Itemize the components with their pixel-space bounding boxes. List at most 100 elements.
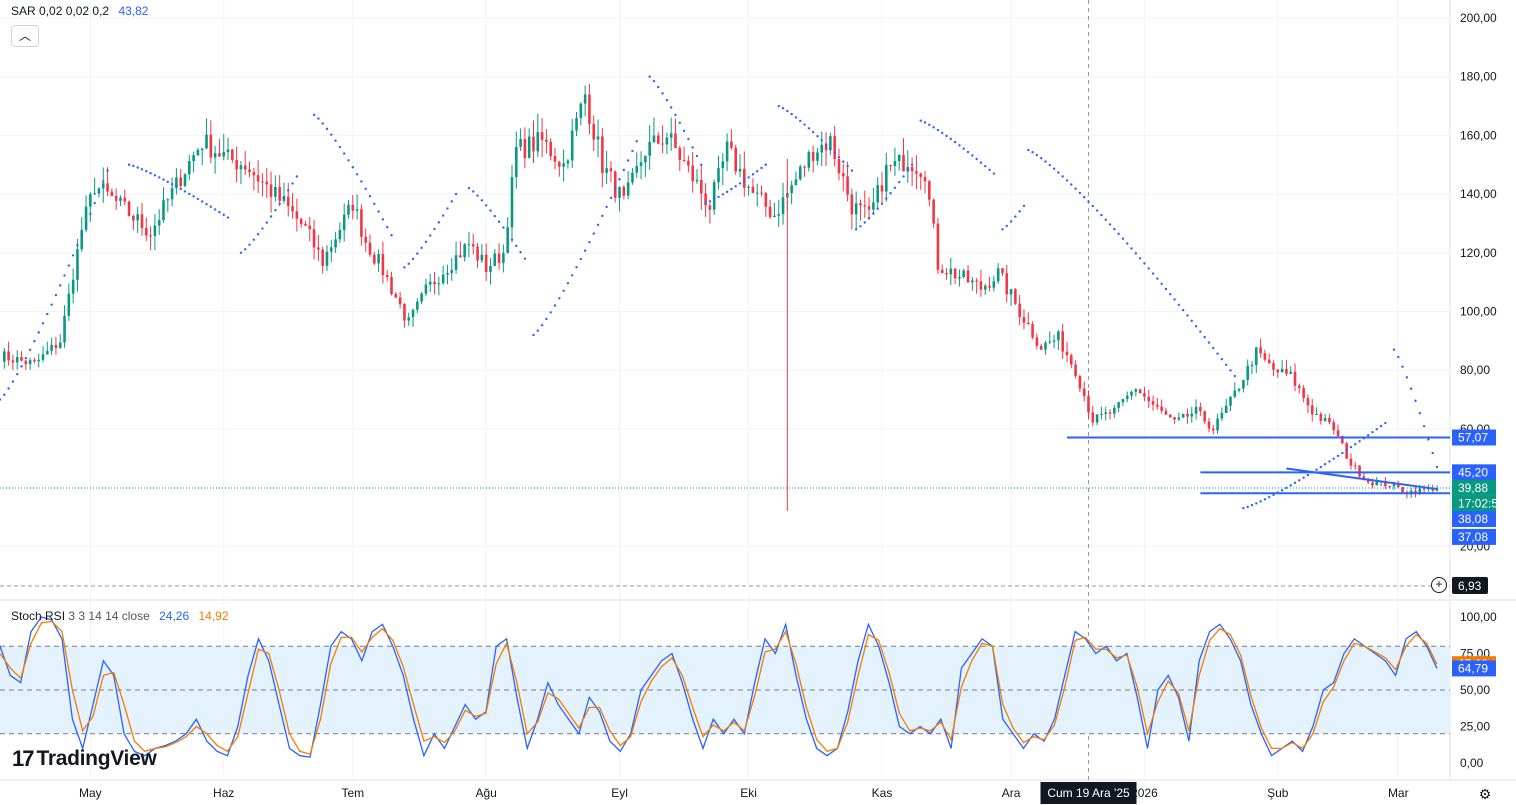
- candle-body: [1177, 417, 1181, 420]
- candle-body: [114, 195, 118, 201]
- sar-dot: [1435, 465, 1439, 469]
- candle-body: [428, 281, 432, 285]
- sar-dot: [1048, 163, 1051, 167]
- candle-body: [1082, 388, 1086, 397]
- sar-dot: [992, 172, 996, 175]
- candle-body: [669, 133, 673, 138]
- candle-body: [192, 155, 195, 162]
- sar-dot: [67, 264, 71, 267]
- candle-body: [579, 103, 583, 119]
- chevron-up-icon[interactable]: ︿: [11, 25, 39, 47]
- sar-dot: [1371, 431, 1374, 434]
- candle-body: [1246, 365, 1249, 381]
- candle-body: [940, 269, 944, 274]
- price-badge-label: 37,08: [1458, 530, 1488, 544]
- candle-body: [256, 175, 260, 182]
- candle-body: [80, 229, 84, 250]
- candle-body: [725, 141, 729, 162]
- candle-body: [1203, 411, 1206, 422]
- sar-dot: [622, 168, 626, 172]
- sar-dot: [1293, 481, 1297, 485]
- candle-body: [1151, 401, 1155, 405]
- candle-body: [317, 247, 320, 250]
- candle-body: [3, 351, 6, 362]
- candle-body: [820, 144, 824, 153]
- candle-body: [540, 132, 544, 140]
- candle-body: [897, 154, 901, 162]
- candle-body: [209, 134, 213, 158]
- sar-dot: [1138, 257, 1142, 260]
- price-badge: [1452, 495, 1496, 512]
- sar-dot: [218, 210, 221, 214]
- candle-body: [1147, 396, 1151, 402]
- candle-body: [708, 205, 712, 210]
- sar-legend-name: SAR: [11, 4, 36, 18]
- sar-dot: [932, 126, 935, 129]
- sar-dot: [506, 232, 509, 235]
- sar-dot: [1323, 463, 1327, 466]
- candle-body: [149, 235, 152, 237]
- candle-body: [1336, 430, 1340, 437]
- price-tick-label: 160,00: [1460, 128, 1497, 142]
- candle-body: [1078, 376, 1082, 389]
- sar-dot: [790, 112, 793, 116]
- sar-dot: [386, 226, 389, 229]
- candle-body: [829, 136, 832, 151]
- sar-dot: [287, 189, 290, 192]
- candle-body: [54, 344, 58, 348]
- sar-dot: [1272, 493, 1275, 497]
- candle-body: [196, 149, 200, 156]
- sar-dot: [209, 205, 213, 208]
- sar-dot: [188, 192, 191, 196]
- sar-dot: [893, 186, 897, 189]
- sar-dot: [691, 146, 694, 149]
- sar-dot: [764, 163, 768, 166]
- sar-dot: [424, 240, 428, 244]
- stoch-series-pct-k: [0, 616, 1438, 758]
- sar-dot: [1190, 319, 1193, 323]
- candle-body: [119, 197, 122, 201]
- candle-body: [312, 229, 316, 248]
- candle-body: [1095, 414, 1099, 423]
- tradingview-logo[interactable]: 17 TradingView: [12, 746, 157, 772]
- candle-body: [351, 204, 355, 211]
- sar-dot: [979, 161, 983, 164]
- sar-dot: [28, 348, 32, 352]
- sar-dot: [1289, 484, 1292, 487]
- sar-dot: [1134, 252, 1138, 255]
- candle-body: [1298, 385, 1301, 389]
- candle-body: [433, 281, 436, 285]
- sar-dot: [807, 127, 811, 130]
- candle-body: [84, 206, 88, 230]
- sar-dot: [1349, 445, 1353, 449]
- sar-dot: [1078, 191, 1082, 195]
- candle-body: [936, 223, 940, 270]
- time-axis-label: Eki: [740, 786, 757, 800]
- sar-dot: [1366, 434, 1370, 437]
- sar-dot: [54, 293, 58, 297]
- sar-dot: [984, 164, 987, 168]
- sar-legend-params: 0,02 0,02 0,2: [39, 4, 110, 18]
- plus-circle-icon[interactable]: +: [1431, 577, 1447, 593]
- candle-body: [1125, 395, 1129, 399]
- candle-body: [58, 342, 62, 348]
- sar-dot: [157, 176, 161, 179]
- sar-dot: [910, 163, 914, 166]
- sar-dot: [1070, 183, 1073, 186]
- sar-dot: [153, 174, 157, 177]
- gear-icon[interactable]: ⚙: [1478, 786, 1492, 802]
- sar-dot: [1401, 365, 1404, 368]
- candle-body: [1160, 406, 1163, 411]
- sar-dot: [777, 104, 780, 108]
- candle-body: [1332, 422, 1336, 431]
- candle-body: [308, 225, 312, 230]
- stoch-tick-label: 100,00: [1460, 610, 1497, 624]
- sar-dot: [988, 168, 991, 172]
- sar-dot: [502, 226, 505, 229]
- candle-body: [1048, 341, 1052, 343]
- sar-dot: [239, 251, 243, 254]
- candle-body: [583, 94, 587, 104]
- candle-body: [519, 139, 522, 147]
- candle-body: [381, 254, 385, 276]
